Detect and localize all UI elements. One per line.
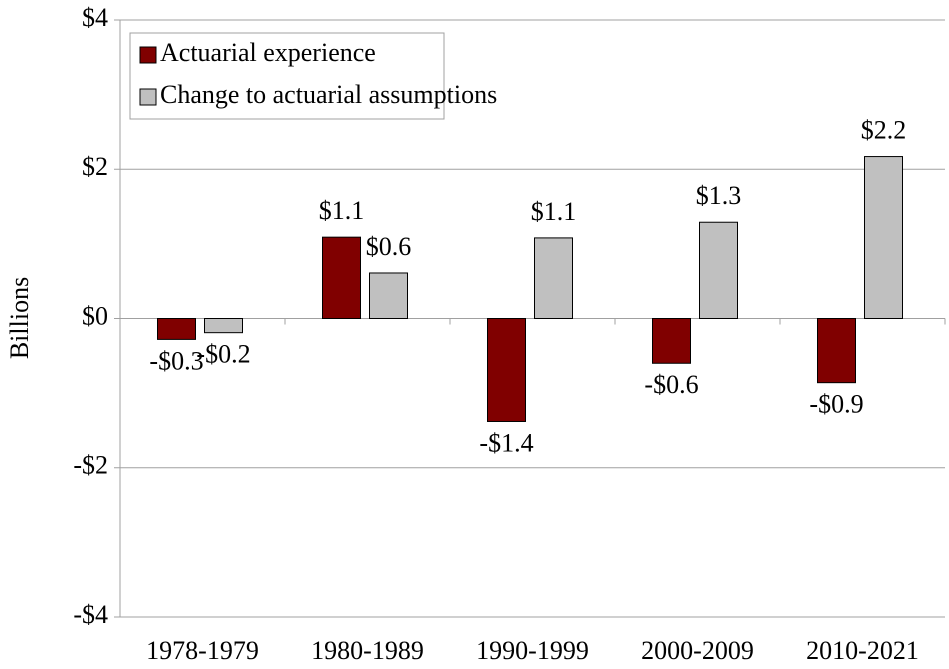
x-tick-label: 1978-1979 <box>146 636 259 665</box>
y-tick-label: $0 <box>82 301 108 330</box>
bar <box>864 156 903 319</box>
data-label: $1.1 <box>319 196 365 225</box>
data-label: -$0.9 <box>809 390 863 419</box>
y-axis-label: Billions <box>5 277 34 359</box>
y-tick-label: $4 <box>82 3 108 32</box>
bar <box>534 237 573 319</box>
legend-label: Change to actuarial assumptions <box>160 80 497 109</box>
data-label: -$0.3 <box>149 346 203 375</box>
bar <box>157 318 196 340</box>
bar <box>699 221 738 319</box>
bar <box>322 236 361 319</box>
x-tick-label: 1980-1989 <box>311 636 424 665</box>
bar <box>652 318 691 364</box>
legend-label: Actuarial experience <box>160 38 376 67</box>
data-label: $1.3 <box>696 181 742 210</box>
bar <box>369 272 408 320</box>
x-tick-label: 1990-1999 <box>476 636 589 665</box>
x-tick-label: 2000-2009 <box>641 636 754 665</box>
data-label: $1.1 <box>531 197 577 226</box>
bar <box>817 318 856 384</box>
x-tick-label: 2010-2021 <box>806 636 919 665</box>
y-tick-label: -$2 <box>73 451 108 480</box>
data-label: -$1.4 <box>479 428 533 457</box>
data-label: -$0.6 <box>644 370 698 399</box>
legend-box <box>129 32 445 120</box>
y-tick-label: $2 <box>82 152 108 181</box>
legend-swatch <box>139 46 157 64</box>
bar <box>487 318 526 422</box>
data-label: $2.2 <box>861 116 907 145</box>
data-label: $0.6 <box>366 232 412 261</box>
data-label: -$0.2 <box>196 340 250 369</box>
legend-swatch <box>139 88 157 106</box>
y-tick-label: -$4 <box>73 600 108 629</box>
bar <box>204 318 243 334</box>
